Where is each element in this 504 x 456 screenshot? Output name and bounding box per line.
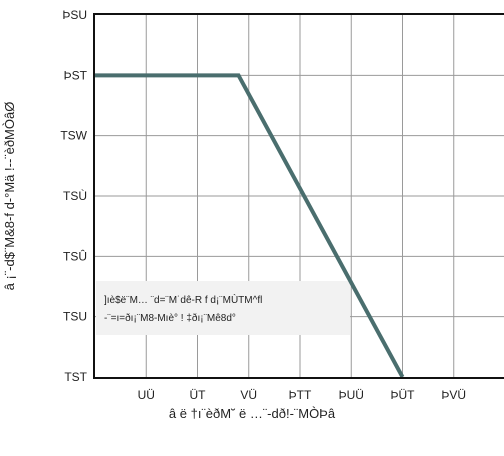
x-tick-label: ÞVÜ: [441, 388, 466, 402]
x-tick-label: VÜ: [240, 388, 257, 402]
series-line: [95, 73, 405, 378]
y-tick-label: TSÙ: [63, 188, 87, 203]
annotation-line-2: -¨=ı=ðı¡¨M8-Mıè° ! ‡ðı¡¨Mê8d°: [104, 312, 236, 324]
y-tick-label: ÞST: [64, 68, 88, 82]
y-tick-label: TSW: [60, 129, 87, 143]
x-tick-label: ÞUÜ: [339, 388, 364, 402]
y-axis-title: â ¡¨-d$¨M&8-f d-°Mä !--¨èðMÒâØ: [2, 102, 17, 291]
annotation-box: [96, 281, 350, 335]
y-tick-label: TST: [64, 370, 87, 384]
x-tick-labels: UÜ ÜT VÜ ÞTT ÞUÜ ÞÜT ÞVÜ: [138, 388, 467, 402]
y-tick-label: TSU: [63, 310, 87, 324]
x-axis-title: â ë †ı¨èðM˘ ë …¨-dð!-¨MÒÞâ: [169, 406, 336, 421]
x-tick-label: ÞÜT: [391, 388, 416, 402]
y-tick-label: TSÛ: [63, 248, 87, 263]
x-tick-label: UÜ: [138, 388, 155, 402]
annotation-line-1: ]ıè$ë¨M… ¨d=¨M˙dê-R f d¡¨MÙTM^fl: [104, 293, 262, 306]
plot-frame: [93, 13, 504, 379]
x-tick-label: ÜT: [190, 388, 207, 402]
x-tick-label: ÞTT: [289, 388, 312, 402]
y-tick-labels: TST TSU TSÛ TSÙ TSW ÞST ÞSU: [60, 8, 87, 384]
series-lines: [95, 73, 405, 378]
y-tick-label: ÞSU: [62, 8, 87, 22]
